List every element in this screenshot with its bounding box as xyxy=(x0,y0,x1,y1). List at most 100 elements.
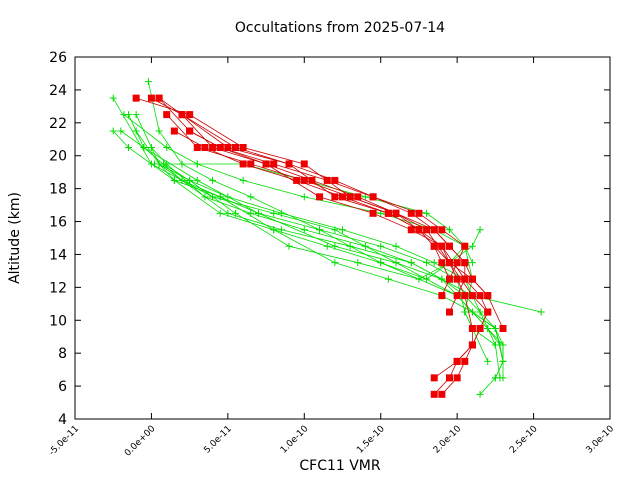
green-plus-point xyxy=(285,242,293,250)
chart-title: Occultations from 2025-07-14 xyxy=(235,20,445,36)
green-plus-point xyxy=(277,209,285,217)
green-plus-point xyxy=(270,226,278,234)
red-square-point xyxy=(384,209,392,217)
red-square-point xyxy=(323,176,331,184)
green-plus-point xyxy=(109,127,117,135)
y-tick-label: 18 xyxy=(49,182,67,198)
red-square-point xyxy=(354,193,362,201)
red-square-point xyxy=(468,292,476,300)
green-series-line-1 xyxy=(112,97,504,379)
y-axis-label: Altitude (km) xyxy=(7,192,23,284)
red-square-point xyxy=(270,160,278,168)
green-plus-point xyxy=(484,357,492,365)
x-tick-label: 2.5e-10 xyxy=(508,424,540,456)
green-plus-point xyxy=(537,308,545,316)
green-plus-point xyxy=(392,259,400,267)
y-tick-label: 26 xyxy=(49,50,67,66)
red-series-line-2 xyxy=(151,97,489,379)
red-series-line-0 xyxy=(158,97,473,395)
green-plus-point xyxy=(125,144,132,151)
x-tick-label: 1.0e-10 xyxy=(279,424,311,456)
red-square-point xyxy=(216,144,224,151)
green-series-line-4 xyxy=(123,114,489,362)
red-square-point xyxy=(484,292,492,300)
red-square-point xyxy=(186,111,194,119)
red-square-point xyxy=(369,193,377,201)
red-square-point xyxy=(461,242,469,250)
green-plus-point xyxy=(239,176,247,184)
red-square-point xyxy=(308,176,316,184)
green-plus-point xyxy=(430,259,438,267)
green-plus-point xyxy=(423,275,431,283)
red-square-point xyxy=(392,209,400,217)
y-tick-label: 20 xyxy=(49,149,67,165)
green-plus-point xyxy=(468,259,476,267)
red-square-point xyxy=(430,242,438,250)
green-plus-point xyxy=(423,259,431,267)
red-square-point xyxy=(499,325,507,332)
red-square-point xyxy=(132,94,140,102)
green-plus-point xyxy=(415,275,423,283)
red-square-point xyxy=(453,374,461,382)
green-plus-point xyxy=(178,176,186,184)
x-axis-label: CFC11 VMR xyxy=(299,458,381,474)
red-square-point xyxy=(239,144,247,151)
green-plus-point xyxy=(361,242,369,250)
green-plus-point xyxy=(300,226,308,234)
green-plus-point xyxy=(423,209,431,217)
red-square-point xyxy=(453,357,461,365)
y-tick-label: 6 xyxy=(58,379,67,395)
red-square-point xyxy=(247,160,255,168)
green-plus-point xyxy=(144,78,152,86)
red-square-point xyxy=(415,209,423,217)
red-square-point xyxy=(461,357,469,365)
green-plus-point xyxy=(339,226,346,234)
green-plus-point xyxy=(140,144,148,151)
red-square-point xyxy=(262,160,270,168)
red-square-point xyxy=(346,193,354,201)
red-square-point xyxy=(438,242,446,250)
green-plus-point xyxy=(468,308,476,316)
green-plus-point xyxy=(384,275,392,283)
red-square-point xyxy=(484,308,492,316)
green-plus-point xyxy=(476,226,484,234)
red-square-point xyxy=(476,325,484,332)
green-plus-point xyxy=(499,357,507,365)
green-series-line-8 xyxy=(151,147,504,362)
x-tick-label: 3.0e-10 xyxy=(585,424,617,456)
red-square-point xyxy=(446,259,453,267)
red-square-point xyxy=(300,176,308,184)
y-tick-label: 14 xyxy=(49,247,67,263)
red-square-point xyxy=(446,374,453,382)
red-square-point xyxy=(147,94,155,102)
green-plus-point xyxy=(216,209,224,217)
red-square-point xyxy=(430,226,438,234)
red-square-point xyxy=(331,193,339,201)
green-plus-point xyxy=(186,176,194,184)
red-square-point xyxy=(461,292,469,300)
green-plus-point xyxy=(247,193,255,201)
green-plus-point xyxy=(232,209,239,217)
red-square-point xyxy=(438,390,446,398)
red-square-point xyxy=(193,144,201,151)
red-square-point xyxy=(430,374,438,382)
red-square-point xyxy=(430,390,438,398)
red-square-point xyxy=(178,111,186,119)
x-tick-label: 1.5e-10 xyxy=(355,424,387,456)
green-plus-point xyxy=(476,308,484,316)
red-square-point xyxy=(155,94,163,102)
red-square-point xyxy=(423,226,431,234)
green-plus-point xyxy=(377,242,385,250)
red-square-point xyxy=(239,160,247,168)
red-square-point xyxy=(438,259,446,267)
y-tick-label: 8 xyxy=(58,346,67,362)
red-square-point xyxy=(331,176,339,184)
red-square-point xyxy=(293,176,301,184)
green-plus-point xyxy=(331,259,339,267)
red-square-point xyxy=(201,144,209,151)
y-tick-label: 12 xyxy=(49,280,67,296)
green-plus-point xyxy=(155,160,163,168)
red-square-point xyxy=(300,160,308,168)
red-square-point xyxy=(339,193,346,201)
